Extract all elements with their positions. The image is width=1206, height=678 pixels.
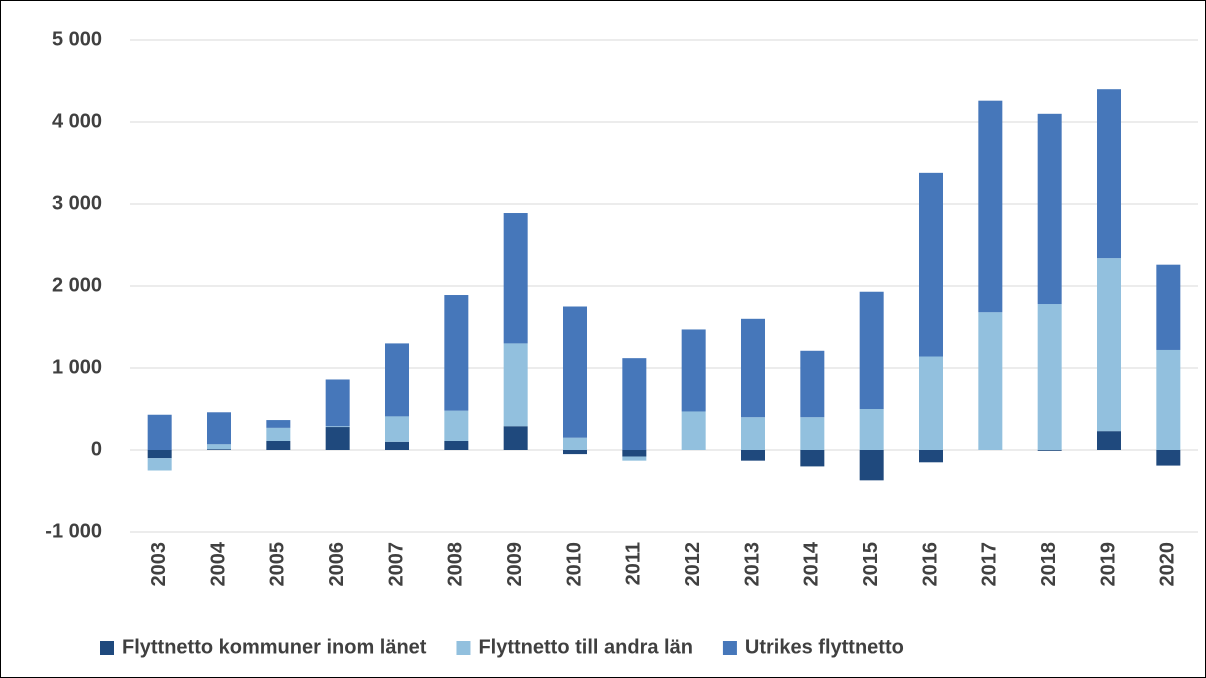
y-tick-label: 3 000 [52,192,102,214]
bar [1097,89,1121,259]
x-tick-label: 2017 [979,542,1001,587]
bar [919,356,943,450]
x-tick-label: 2015 [860,542,882,587]
bar [681,411,706,450]
bar [207,449,231,450]
x-tick-label: 2008 [445,542,467,587]
bar [385,343,409,417]
x-tick-label: 2007 [385,542,407,587]
bar [207,444,231,450]
bar [622,456,647,461]
x-tick-label: 2011 [623,542,645,585]
x-tick-label: 2019 [1097,542,1119,587]
x-tick-label: 2003 [148,542,170,587]
bar [1097,258,1121,432]
x-tick-label: 2013 [741,542,763,587]
bar [1097,431,1121,450]
bar [444,295,469,411]
bar [385,441,409,450]
bar [859,291,884,409]
bar [919,172,943,357]
bar [563,450,587,455]
x-tick-label: 2009 [504,542,526,587]
x-tick-label: 2006 [326,542,348,587]
bar [859,450,884,481]
legend-label: Flyttnetto till andra län [478,636,692,658]
bar [919,450,943,463]
bar [741,450,765,461]
x-tick-label: 2004 [207,541,229,586]
bar [1156,264,1181,350]
x-tick-label: 2018 [1038,542,1060,587]
bar [503,426,528,450]
x-tick-label: 2020 [1157,542,1179,587]
bar [800,450,825,467]
x-tick-label: 2014 [801,541,823,586]
bar [147,458,172,471]
legend-swatch [100,641,114,655]
bar [325,427,350,450]
y-tick-label: 4 000 [52,110,102,132]
bar [444,410,469,441]
y-tick-label: 2 000 [52,274,102,296]
bar [859,409,884,450]
bar [978,312,1003,450]
y-tick-label: -1 000 [45,520,102,542]
legend-label: Utrikes flyttnetto [745,636,904,658]
legend-label: Flyttnetto kommuner inom länet [122,636,427,658]
bar [325,379,350,427]
bar [266,440,291,450]
bar [563,306,587,438]
bar [622,450,647,457]
bar [1037,304,1062,450]
bar [147,414,172,450]
y-tick-label: 5 000 [52,28,102,50]
bar [1156,450,1181,466]
x-tick-label: 2012 [682,542,704,587]
bar [1037,113,1062,305]
bar [800,417,825,450]
bar [978,100,1003,313]
legend-swatch [456,641,471,655]
bar [266,420,291,428]
bar [681,329,706,412]
legend-swatch [722,641,737,655]
bar [266,427,291,441]
bar [1156,349,1181,450]
bar [147,450,172,459]
bar [385,416,409,442]
bar [622,358,647,450]
bar [503,343,528,427]
y-tick-label: 1 000 [52,356,102,378]
x-tick-label: 2016 [919,542,941,587]
bar [741,417,765,450]
bar [503,213,528,344]
x-tick-label: 2005 [267,542,289,587]
bar [800,350,825,418]
bar [444,440,469,450]
bar [563,437,587,450]
bar [325,426,350,428]
y-tick-label: 0 [91,438,102,460]
bar [741,318,765,418]
bar [1037,450,1062,451]
bar [207,412,231,445]
x-tick-label: 2010 [563,542,585,587]
